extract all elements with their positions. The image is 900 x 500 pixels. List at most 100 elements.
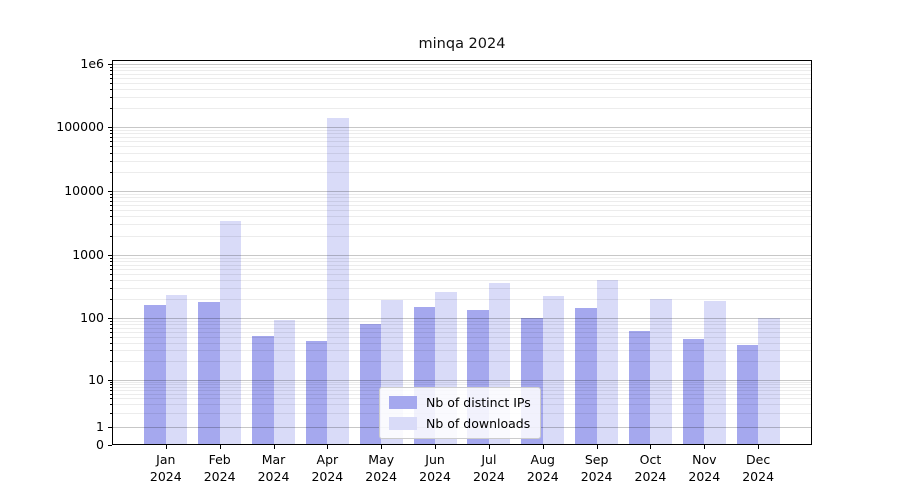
x-tick-mark [704, 445, 706, 449]
x-tick-label: Mar 2024 [257, 452, 290, 484]
y-tick-mark-minor [110, 89, 112, 91]
y-tick-mark-minor [110, 66, 112, 68]
y-tick-mark [108, 379, 112, 381]
gridline-minor [112, 161, 812, 162]
x-tick-label: Jun 2024 [419, 452, 451, 484]
gridline-minor [112, 321, 812, 322]
x-tick-mark [650, 445, 652, 449]
y-tick-mark-minor [110, 78, 112, 80]
x-tick-mark [596, 445, 598, 449]
y-tick-label: 100000 [56, 119, 104, 135]
gridline-minor [112, 382, 812, 383]
gridline-minor [112, 108, 812, 109]
gridline-major [112, 380, 812, 381]
y-tick-mark-minor [110, 160, 112, 162]
y-tick-mark-minor [110, 141, 112, 143]
y-tick-label: 1e6 [80, 56, 104, 71]
legend-label-distinct-ips: Nb of distinct IPs [426, 395, 531, 410]
gridline-minor [112, 83, 812, 84]
gridline-minor [112, 299, 812, 300]
y-tick-mark-minor [110, 97, 112, 99]
gridline-major [112, 318, 812, 319]
y-tick-mark-minor [110, 152, 112, 154]
y-tick-mark-minor [110, 299, 112, 301]
gridline-major [112, 191, 812, 192]
gridline-minor [112, 89, 812, 90]
x-tick-label: Jan 2024 [149, 452, 182, 484]
y-tick-mark-minor [110, 83, 112, 85]
y-tick-mark-minor [110, 386, 112, 388]
gridline-minor [112, 361, 812, 362]
bar-downloads [596, 279, 619, 445]
gridline-minor [112, 194, 812, 195]
gridline-minor [112, 70, 812, 71]
x-tick-label: Dec 2024 [742, 452, 775, 484]
y-tick-mark-minor [110, 260, 112, 262]
y-tick-label: 1000 [72, 246, 104, 262]
gridline-minor [112, 130, 812, 131]
gridline-minor [112, 216, 812, 217]
x-tick-label: Feb 2024 [203, 452, 236, 484]
y-tick-mark-minor [110, 133, 112, 135]
gridline-minor [112, 384, 812, 385]
gridline-minor [112, 137, 812, 138]
gridline-minor [112, 332, 812, 333]
bar-distinct-ips [682, 339, 705, 445]
legend-item-downloads: Nb of downloads [389, 416, 531, 431]
x-tick-mark [435, 445, 437, 449]
gridline-minor [112, 350, 812, 351]
y-tick-mark-minor [110, 279, 112, 281]
legend-item-distinct-ips: Nb of distinct IPs [389, 395, 531, 410]
y-tick-mark [108, 444, 112, 446]
y-tick-mark [108, 64, 112, 65]
x-tick-mark [165, 445, 167, 449]
gridline-minor [112, 153, 812, 154]
bar-downloads [758, 318, 780, 445]
bar-distinct-ips [198, 302, 220, 445]
y-tick-mark-minor [110, 331, 112, 333]
bar-distinct-ips [252, 335, 274, 445]
y-tick-mark [108, 191, 112, 192]
bar-downloads [165, 295, 188, 445]
y-tick-label: 0 [96, 436, 104, 452]
bar-distinct-ips [736, 345, 759, 445]
chart-title: minqa 2024 [418, 36, 506, 52]
legend-swatch-downloads [389, 417, 417, 430]
x-tick-mark [381, 445, 383, 449]
y-tick-mark-minor [110, 381, 112, 383]
gridline-minor [112, 269, 812, 270]
gridline-minor [112, 172, 812, 173]
x-tick-mark [327, 445, 329, 449]
x-tick-mark [488, 445, 490, 449]
x-tick-label: Apr 2024 [311, 452, 344, 484]
gridline-minor [112, 337, 812, 338]
y-tick-mark-minor [110, 257, 112, 259]
x-tick-label: May 2024 [365, 452, 398, 484]
gridline-minor [112, 258, 812, 259]
legend-swatch-distinct-ips [389, 396, 417, 409]
x-tick-label: Aug 2024 [526, 452, 559, 484]
y-tick-mark-minor [110, 393, 112, 395]
y-tick-mark-minor [110, 268, 112, 270]
y-tick-mark [108, 254, 112, 256]
x-tick-mark [542, 445, 544, 449]
gridline-minor [112, 141, 812, 142]
bar-downloads [650, 299, 672, 445]
x-tick-label: Jul 2024 [472, 452, 505, 484]
bar-downloads [704, 301, 726, 445]
y-tick-mark-minor [110, 273, 112, 275]
y-tick-mark-minor [110, 73, 112, 75]
y-tick-mark-minor [110, 205, 112, 207]
y-tick-mark-minor [110, 361, 112, 363]
y-tick-mark-minor [110, 146, 112, 148]
gridline-minor [112, 288, 812, 289]
y-tick-mark [108, 127, 112, 129]
x-tick-mark [758, 445, 760, 449]
gridline-major [112, 64, 812, 65]
bar-downloads [273, 319, 295, 445]
gridline-minor [112, 97, 812, 98]
y-tick-mark-minor [110, 235, 112, 237]
y-tick-mark-minor [110, 224, 112, 226]
gridline-minor [112, 197, 812, 198]
